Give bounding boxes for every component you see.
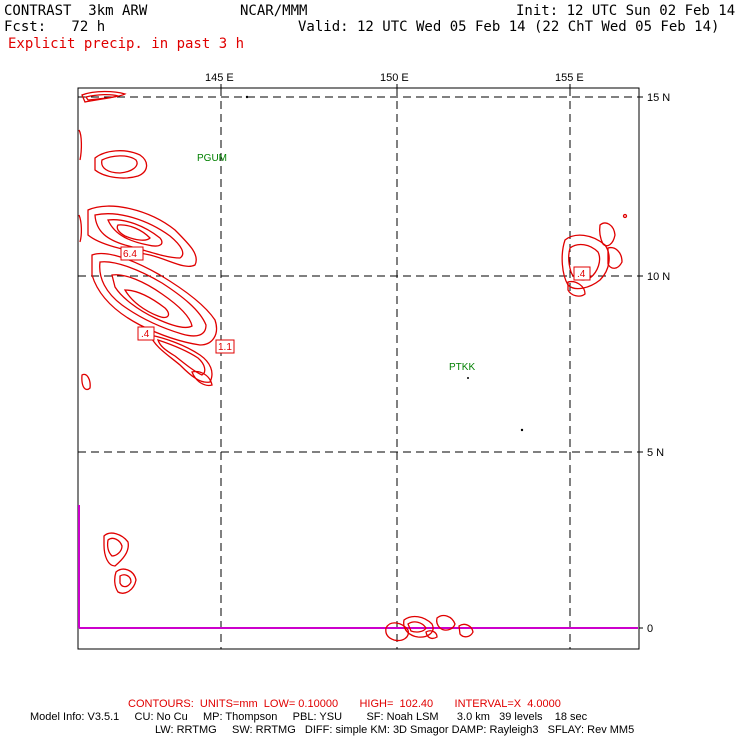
lat-lon-grid xyxy=(78,88,639,649)
contours-info: CONTOURS: UNITS=mm LOW= 0.10000 HIGH= 10… xyxy=(128,698,561,710)
map-frame xyxy=(77,87,640,650)
contour-label: 6.4 xyxy=(123,249,137,260)
lat-label-10n: 10 N xyxy=(647,271,670,283)
forecast-hour: Fcst: 72 h xyxy=(4,19,106,35)
title-center: NCAR/MMM xyxy=(240,3,308,19)
init-time: Init: 12 UTC Sun 02 Feb 14 xyxy=(516,3,736,19)
contour-label: .4 xyxy=(141,329,150,340)
lat-label-equator: 0 xyxy=(647,623,653,635)
field-title: Explicit precip. in past 3 h xyxy=(8,36,245,52)
contour-label: 1.1 xyxy=(218,342,232,353)
title-left: CONTRAST 3km ARW xyxy=(4,3,148,19)
station-ptkk: PTKK xyxy=(449,362,475,373)
lon-label-155e: 155 E xyxy=(555,72,584,84)
lat-label-5n: 5 N xyxy=(647,447,664,459)
lat-label-15n: 15 N xyxy=(647,92,670,104)
contour-label-box xyxy=(215,339,235,354)
contour-label-box xyxy=(120,246,144,261)
tick-marks xyxy=(220,84,643,629)
lon-label-145e: 145 E xyxy=(205,72,234,84)
contour-label-box xyxy=(137,326,155,341)
model-info-line1: Model Info: V3.5.1 CU: No Cu MP: Thompso… xyxy=(30,711,588,723)
station-pgum: PGUM xyxy=(197,153,227,164)
island-marks xyxy=(245,95,524,432)
contour-label-box xyxy=(573,266,591,281)
contour-label: .4 xyxy=(577,269,586,280)
lon-label-150e: 150 E xyxy=(380,72,409,84)
valid-time: Valid: 12 UTC Wed 05 Feb 14 (22 ChT Wed … xyxy=(298,19,720,35)
domain-boundary xyxy=(78,505,638,629)
model-info-line2: LW: RRTMG SW: RRTMG DIFF: simple KM: 3D … xyxy=(155,724,635,736)
precip-contours xyxy=(78,90,628,642)
